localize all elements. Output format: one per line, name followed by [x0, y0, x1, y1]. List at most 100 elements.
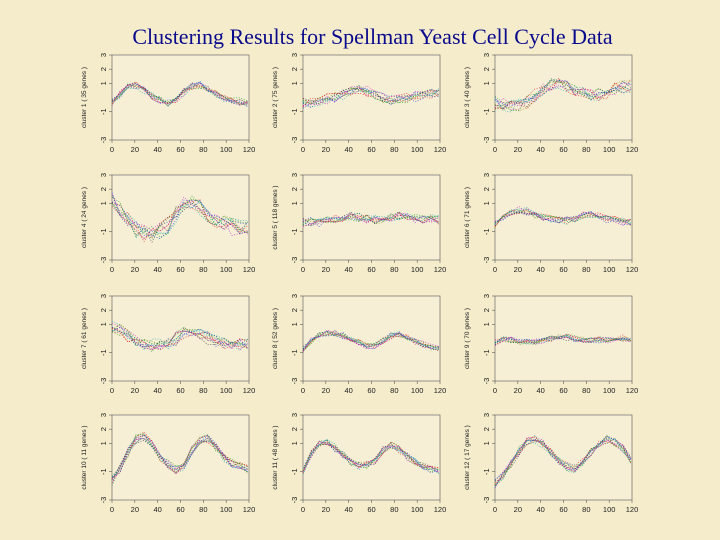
y-tick-label: -1: [290, 468, 299, 475]
gene-profile-line: [111, 82, 248, 105]
y-tick-label: 1: [290, 201, 299, 205]
gene-profile-line: [302, 88, 440, 109]
gene-profile-line: [302, 211, 440, 226]
gene-profile-line: [494, 210, 631, 227]
gene-profile-line: [111, 199, 249, 243]
x-tick-label: 60: [176, 265, 184, 274]
gene-profile-line: [111, 81, 248, 105]
cluster-label: cluster 10 ( 11 genes ): [81, 425, 88, 489]
y-tick-label: 1: [482, 441, 491, 445]
gene-profile-line: [494, 336, 632, 346]
x-tick-label: 40: [536, 265, 544, 274]
x-tick-label: 20: [322, 505, 330, 514]
gene-profile-line: [494, 334, 631, 344]
y-tick-label: 1: [290, 441, 299, 445]
x-tick-label: 20: [514, 145, 522, 154]
y-tick-label: 2: [290, 308, 299, 312]
cluster-label: cluster 4 ( 24 genes ): [81, 187, 88, 248]
gene-profile-line: [494, 77, 632, 109]
x-tick-label: 120: [243, 505, 256, 514]
gene-profile-line: [302, 214, 439, 225]
y-tick-label: 1: [290, 322, 299, 326]
x-tick-label: 40: [536, 505, 544, 514]
gene-profile-line: [111, 198, 248, 238]
y-tick-label: -1: [482, 468, 491, 475]
gene-profile-line: [111, 434, 249, 478]
x-tick-label: 80: [390, 265, 398, 274]
y-tick-label: 2: [290, 187, 299, 191]
x-tick-label: 0: [301, 505, 305, 514]
x-tick-label: 80: [582, 505, 590, 514]
cluster-panel-3: 0 20 40 60 80 100 120 -3 -1 1 2 3 cluster 3 ( 40 gen…: [464, 53, 638, 154]
gene-profile-line: [111, 328, 249, 351]
y-tick-label: 2: [99, 308, 108, 312]
x-tick-label: 20: [514, 265, 522, 274]
y-tick-label: 3: [290, 173, 299, 177]
x-tick-label: 120: [243, 386, 256, 395]
gene-profile-line: [302, 441, 440, 474]
x-tick-label: 0: [301, 145, 305, 154]
y-tick-label: -1: [482, 228, 491, 235]
x-tick-label: 40: [153, 145, 161, 154]
y-tick-label: 3: [482, 173, 491, 177]
y-tick-label: -1: [482, 349, 491, 356]
y-tick-label: 3: [99, 53, 108, 57]
gene-profile-line: [494, 208, 632, 225]
x-tick-label: 0: [493, 386, 497, 395]
y-tick-label: 3: [482, 413, 491, 417]
x-tick-label: 100: [603, 505, 616, 514]
y-tick-label: -3: [99, 257, 108, 264]
gene-profile-line: [302, 212, 440, 228]
y-tick-label: 3: [99, 173, 108, 177]
gene-profile-line: [494, 209, 632, 227]
y-tick-label: 2: [290, 427, 299, 431]
x-tick-label: 40: [344, 265, 352, 274]
gene-profile-line: [302, 87, 439, 104]
y-tick-label: 3: [99, 413, 108, 417]
gene-profile-line: [494, 80, 632, 111]
x-tick-label: 120: [434, 145, 447, 154]
x-tick-label: 40: [344, 505, 352, 514]
y-tick-label: 2: [290, 67, 299, 71]
cluster-label: cluster 8 ( 52 genes ): [272, 308, 279, 369]
y-tick-label: -3: [290, 497, 299, 504]
gene-profile-line: [494, 85, 632, 110]
x-tick-label: 80: [199, 265, 207, 274]
y-tick-label: -1: [99, 108, 108, 115]
gene-profile-line: [302, 444, 439, 474]
gene-profile-line: [111, 330, 249, 347]
x-tick-label: 120: [434, 505, 447, 514]
y-tick-label: 3: [482, 294, 491, 298]
x-tick-label: 120: [243, 265, 256, 274]
panel-frame: [111, 174, 250, 261]
x-tick-label: 100: [220, 145, 233, 154]
gene-profile-line: [494, 335, 631, 344]
x-tick-label: 120: [626, 265, 639, 274]
gene-profile-line: [111, 83, 248, 105]
cluster-panel-8: 0 20 40 60 80 100 120 -3 -1 1 2 3 cluster 8 ( 52 gen…: [272, 294, 446, 395]
gene-profile-line: [494, 434, 632, 486]
x-tick-label: 80: [582, 386, 590, 395]
gene-profile-line: [302, 330, 439, 351]
gene-profile-line: [302, 211, 439, 226]
x-tick-label: 0: [301, 386, 305, 395]
x-tick-label: 100: [411, 145, 424, 154]
gene-profile-line: [494, 209, 632, 225]
cluster-panel-9: 0 20 40 60 80 100 120 -3 -1 1 2 3 cluster 9 ( 70 gen…: [464, 294, 638, 395]
gene-profile-line: [302, 438, 439, 475]
gene-profile-line: [494, 335, 631, 344]
cluster-label: cluster 12 ( 17 genes ): [464, 425, 471, 490]
gene-profile-line: [302, 87, 440, 108]
gene-profile-line: [302, 441, 439, 471]
x-tick-label: 80: [390, 145, 398, 154]
x-tick-label: 20: [131, 505, 139, 514]
y-tick-label: 3: [290, 53, 299, 57]
x-tick-label: 100: [603, 386, 616, 395]
gene-profile-line: [111, 199, 249, 239]
x-tick-label: 60: [367, 145, 375, 154]
gene-profile-line: [111, 433, 249, 479]
cluster-panel-12: 0 20 40 60 80 100 120 -3 -1 1 2 3 cluster 12 ( 17 ge…: [464, 413, 638, 514]
panel-frame: [302, 54, 441, 141]
x-tick-label: 80: [582, 145, 590, 154]
x-tick-label: 120: [434, 386, 447, 395]
